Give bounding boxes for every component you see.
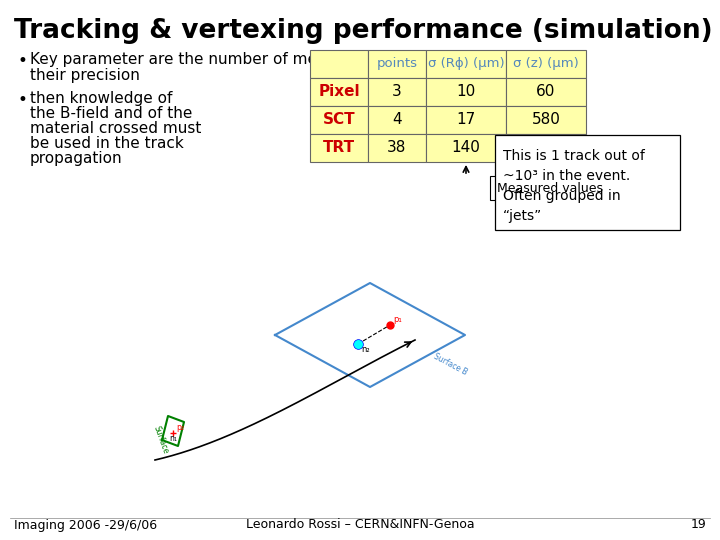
Text: •: • (18, 52, 28, 70)
Text: 17: 17 (456, 112, 476, 127)
Text: 60: 60 (536, 84, 556, 99)
Bar (506, 78, 586, 106)
Text: Measured values: Measured values (497, 181, 603, 194)
Text: ~10³ in the event.: ~10³ in the event. (503, 169, 630, 183)
Text: Surface: Surface (152, 424, 171, 455)
Text: p₁: p₁ (393, 315, 402, 324)
Bar (426, 106, 506, 134)
Bar (426, 134, 506, 162)
Text: Pixel: Pixel (318, 84, 360, 99)
Bar (368, 106, 426, 134)
Text: Tracking & vertexing performance (simulation): Tracking & vertexing performance (simula… (14, 18, 713, 44)
Text: then knowledge of: then knowledge of (30, 91, 172, 106)
Text: σ (Rϕ) (μm): σ (Rϕ) (μm) (428, 57, 504, 71)
Text: be used in the track: be used in the track (30, 136, 184, 151)
Text: Imaging 2006 -29/6/06: Imaging 2006 -29/6/06 (14, 518, 157, 531)
Bar (426, 78, 506, 106)
Bar (368, 78, 426, 106)
Text: points: points (377, 57, 418, 71)
Text: TRT: TRT (323, 140, 355, 156)
Text: “jets”: “jets” (503, 209, 542, 223)
Text: 140: 140 (451, 140, 480, 156)
Bar (506, 106, 586, 134)
Text: •: • (18, 91, 28, 109)
Bar (426, 50, 506, 78)
Bar (368, 50, 426, 78)
Text: 19: 19 (690, 518, 706, 531)
Text: -: - (544, 140, 549, 156)
Text: material crossed must: material crossed must (30, 121, 202, 136)
Text: Surface B: Surface B (432, 352, 469, 377)
Text: SCT: SCT (323, 112, 355, 127)
Text: propagation: propagation (30, 151, 122, 166)
Bar (310, 50, 368, 78)
Bar (495, 135, 680, 230)
Text: 10: 10 (456, 84, 476, 99)
Text: Key parameter are the number of measurements and: Key parameter are the number of measurem… (30, 52, 441, 67)
Text: p₂: p₂ (176, 423, 184, 432)
Bar (490, 176, 610, 200)
Text: 3: 3 (392, 84, 402, 99)
Bar (506, 134, 586, 162)
Text: σ (z) (μm): σ (z) (μm) (513, 57, 579, 71)
Bar (310, 134, 368, 162)
Bar (506, 50, 586, 78)
Bar (368, 134, 426, 162)
Bar (310, 78, 368, 106)
Text: n₁: n₁ (169, 434, 177, 443)
Bar (310, 106, 368, 134)
Text: 4: 4 (392, 112, 402, 127)
Text: Often grouped in: Often grouped in (503, 189, 621, 203)
Text: n₂: n₂ (361, 345, 369, 354)
Text: 38: 38 (387, 140, 407, 156)
Text: their precision: their precision (30, 68, 140, 83)
Text: This is 1 track out of: This is 1 track out of (503, 149, 645, 163)
Text: Leonardo Rossi – CERN&INFN-Genoa: Leonardo Rossi – CERN&INFN-Genoa (246, 518, 474, 531)
Text: 580: 580 (531, 112, 560, 127)
Text: the B-field and of the: the B-field and of the (30, 106, 192, 121)
